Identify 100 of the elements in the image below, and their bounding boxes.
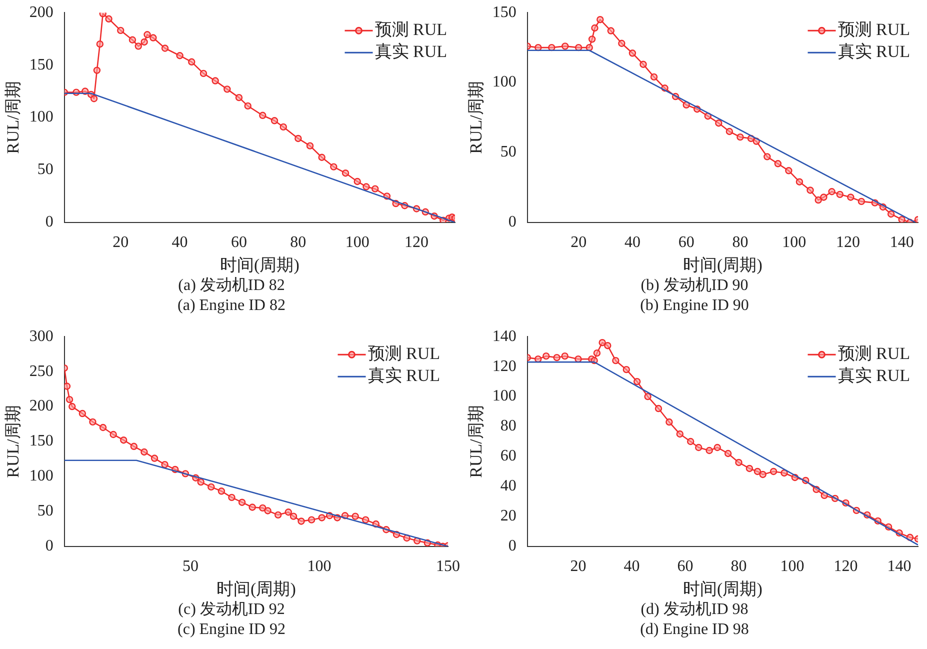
point [612,356,620,364]
text: (a) Engine ID 82 [176,296,286,316]
point [628,50,636,57]
point [120,436,128,444]
point [110,430,117,438]
y-tick-label: 0 [508,214,516,231]
legend-label: 真实 RUL [838,366,910,386]
point [706,446,713,454]
point [759,470,766,478]
point [604,342,612,350]
point [607,27,615,34]
x-tick-label: 60 [677,558,694,576]
y-tick-label: 50 [37,502,54,520]
x-tick-label: 40 [172,234,188,252]
point [89,418,96,426]
point [666,418,673,426]
point [785,167,792,174]
point [618,40,626,47]
point [596,16,604,24]
y-tick-label: 300 [29,328,54,345]
legend-label: 预测 RUL [374,20,447,40]
point [264,507,272,514]
point [140,448,148,456]
x-tick-label: 140 [890,234,914,252]
y-tick-label: 140 [492,328,516,345]
legend-label: 预测 RUL [838,20,910,40]
x-tick-label: 100 [782,234,806,252]
y-tick-label: 200 [29,4,54,21]
x-tick-label: 120 [834,558,858,576]
x-tick-label: 80 [732,234,748,252]
y-tick-label: 50 [500,144,516,161]
x-tick-label: 60 [678,234,694,252]
point [682,101,690,109]
point [176,52,184,60]
text: (b) Engine ID 90 [639,296,750,316]
y-tick-label: 150 [492,4,516,21]
y-tick-label: 80 [500,418,516,435]
point [695,444,702,452]
legend-label: 预测 RUL [838,344,910,364]
point [640,60,647,68]
point [128,36,136,44]
point [847,194,854,201]
x-tick-label: 150 [436,558,460,576]
point [654,404,662,412]
point [644,392,652,400]
point [588,36,596,43]
point [318,154,326,161]
x-tick-label: 20 [570,558,586,576]
point [362,183,370,190]
point [828,188,836,196]
point [208,483,215,491]
y-tick-label: 0 [45,214,54,231]
point [820,492,828,500]
y-axis-title: RUL/周期 [4,405,23,478]
point [736,133,744,141]
x-tick-label: 50 [182,558,199,576]
point [280,123,287,131]
text: (c) 发动机ID 92 [177,600,286,620]
x-tick-label: 100 [345,234,370,252]
y-axis-title: RUL/周期 [466,405,486,478]
point [218,488,226,495]
point [372,185,379,192]
y-tick-label: 60 [500,448,516,465]
point [161,460,168,468]
point [650,73,658,81]
point [294,134,302,142]
point [796,178,804,186]
point [99,424,107,432]
y-axis-title: RUL/周期 [4,81,23,154]
point [259,504,266,512]
point [96,40,104,48]
x-tick-label: 40 [624,558,640,576]
point [90,95,98,102]
point [354,178,361,186]
point [715,119,722,127]
point [68,402,76,410]
point [161,44,169,52]
x-tick-label: 100 [307,558,332,576]
point [150,34,157,42]
y-tick-label: 0 [45,538,54,555]
point [298,518,305,525]
point [197,478,204,486]
point [238,498,246,506]
point [714,444,721,452]
text: (d) 发动机ID 98 [640,600,750,620]
point [308,516,316,524]
point [342,169,350,177]
text: (d) Engine ID 98 [639,620,750,640]
x-axis-title: 时间(周期) [220,255,300,274]
point [774,160,782,168]
point [561,352,568,360]
point [134,42,142,50]
point [858,198,866,206]
point [200,70,208,78]
point [117,26,124,34]
point [593,349,601,357]
point [212,77,219,84]
x-tick-label: 20 [112,234,129,252]
legend-label: 预测 RUL [368,344,440,364]
point [726,128,734,136]
